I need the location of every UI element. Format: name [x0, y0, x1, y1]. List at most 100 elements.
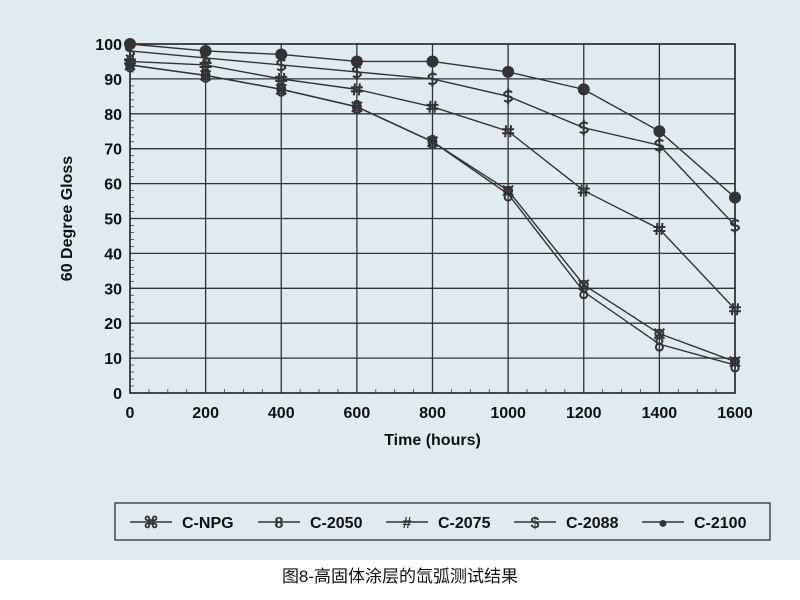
marker-part: [427, 136, 438, 147]
marker-part: [502, 125, 515, 138]
marker-part: [124, 55, 136, 68]
legend-marker: ●: [658, 515, 668, 532]
data-point-c-2050: [428, 134, 437, 150]
marker-part: [427, 70, 438, 87]
y-tick-label: 70: [104, 142, 122, 159]
marker-part: [729, 191, 741, 204]
data-point-c-2088: [503, 88, 514, 105]
y-tick-label: 90: [104, 72, 122, 89]
marker-part: [577, 184, 590, 197]
data-point-c-2075: [275, 72, 288, 85]
data-point-c-2075: [577, 184, 590, 197]
marker-part: [352, 105, 362, 115]
marker-part: [729, 217, 741, 234]
data-point-c-2075: [124, 55, 136, 68]
marker-part: [502, 65, 515, 78]
marker-part: [275, 72, 288, 85]
data-point-c-2075: [350, 83, 363, 96]
marker-part: [351, 101, 362, 112]
legend-label: C-NPG: [182, 515, 234, 532]
marker-part: [426, 100, 439, 113]
x-tick-label: 1200: [566, 405, 602, 422]
legend-marker: ⌘: [143, 515, 159, 532]
data-point-c-2050: [201, 68, 211, 83]
data-point-c-2088: [654, 137, 665, 154]
data-point-c-2075: [653, 222, 666, 236]
marker-part: [503, 192, 513, 202]
data-point-c-2075: [729, 303, 741, 316]
legend-marker: 8: [275, 515, 284, 532]
y-tick-label: 0: [113, 386, 122, 403]
data-point-c-2100: [502, 65, 515, 78]
marker-part: [578, 279, 589, 290]
y-tick-label: 60: [104, 177, 122, 194]
data-point-c-2075: [426, 100, 439, 113]
marker-part: [200, 70, 211, 81]
data-point-c-2100: [275, 48, 288, 61]
data-point-c-2075: [502, 125, 515, 138]
marker-part: [578, 119, 589, 136]
data-point-c-2050: [276, 82, 286, 97]
marker-part: [654, 342, 664, 352]
marker-part: [275, 48, 288, 61]
data-point-c-2100: [199, 44, 212, 57]
x-tick-label: 600: [344, 405, 371, 422]
y-tick-label: 100: [95, 37, 122, 54]
legend-marker: #: [403, 515, 412, 532]
y-tick-label: 20: [104, 316, 122, 333]
series-line-c-2075: [129, 60, 736, 310]
figure-caption: 图8-高固体涂层的氙弧测试结果: [281, 567, 519, 586]
marker-part: [729, 303, 741, 316]
marker-part: [428, 140, 437, 150]
marker-part: [503, 88, 514, 105]
y-tick-label: 10: [104, 351, 122, 368]
marker-part: [199, 58, 212, 72]
data-point-c-2050: [730, 358, 740, 373]
marker-part: [276, 84, 287, 95]
legend-box: [114, 502, 771, 541]
marker-part: [730, 363, 740, 373]
x-tick-label: 400: [268, 405, 295, 422]
marker-part: [653, 125, 666, 138]
data-point-c-2100: [124, 38, 136, 50]
data-point-c-2088: [427, 70, 438, 87]
data-point-c-2100: [729, 191, 741, 204]
marker-part: [350, 83, 363, 96]
marker-part: [426, 55, 439, 68]
x-axis-label: Time (hours): [384, 432, 481, 449]
x-tick-label: 1600: [717, 405, 753, 422]
y-axis-label: 60 Degree Gloss: [59, 156, 76, 282]
data-point-c-2050: [352, 99, 362, 115]
data-point-c-2088: [729, 217, 741, 234]
data-point-c-2050: [579, 284, 589, 300]
marker-part: [654, 137, 665, 154]
data-point-c-2050: [503, 187, 513, 202]
marker-part: [577, 83, 590, 96]
marker-part: [579, 290, 589, 300]
marker-part: [201, 73, 211, 83]
x-tick-label: 1000: [490, 405, 526, 422]
marker-part: [199, 44, 212, 57]
x-tick-label: 1400: [642, 405, 678, 422]
data-point-c-2100: [426, 55, 439, 68]
data-point-c-2100: [350, 55, 363, 68]
data-point-c-2100: [577, 83, 590, 96]
y-tick-label: 40: [104, 246, 122, 263]
marker-part: [125, 59, 135, 70]
x-tick-label: 200: [192, 405, 219, 422]
x-tick-label: 800: [419, 405, 446, 422]
data-point-c-2100: [653, 125, 666, 138]
y-tick-label: 80: [104, 107, 122, 124]
marker-part: [653, 222, 666, 236]
marker-part: [350, 55, 363, 68]
y-tick-label: 50: [104, 212, 122, 229]
legend-label: C-2050: [310, 515, 363, 532]
legend-label: C-2088: [566, 515, 619, 532]
data-point-c-2050: [654, 337, 664, 352]
legend-marker: $: [531, 515, 540, 532]
chart-background: 0 10 20 30 40 50 60 70 80 90 100 0 200 400 600 800 1000 1…: [0, 0, 800, 560]
x-tick-label: 0: [126, 405, 135, 422]
marker-part: [276, 87, 286, 97]
legend-label: C-2100: [694, 515, 747, 532]
